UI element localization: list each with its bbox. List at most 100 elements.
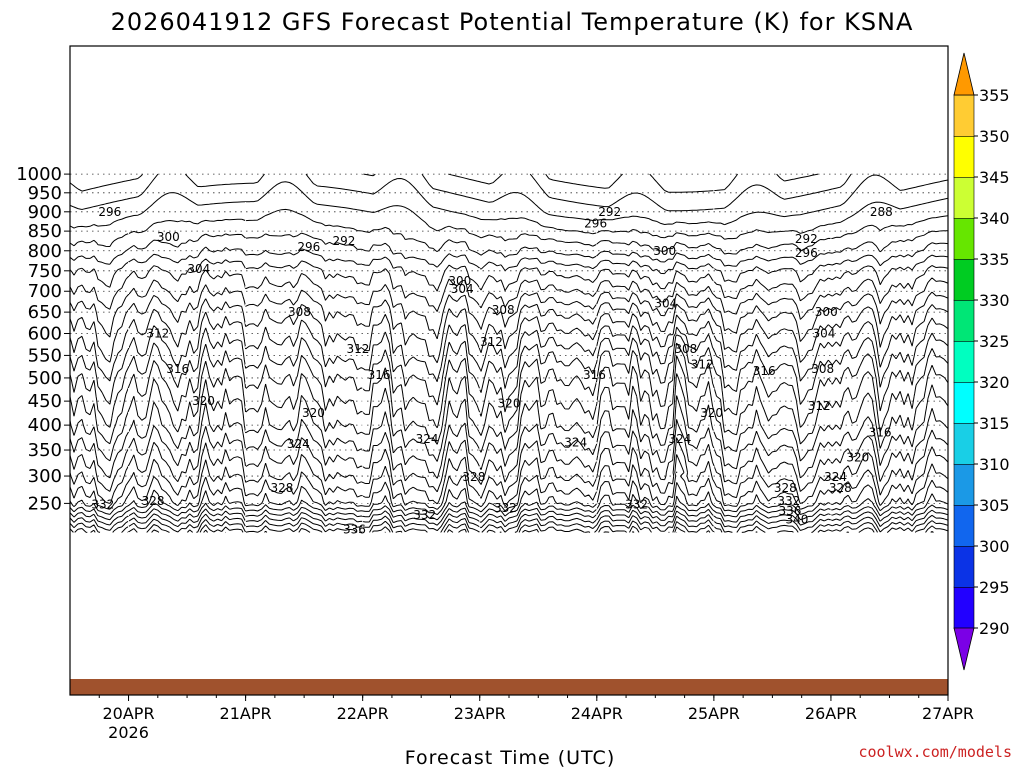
colorbar-label: 310 <box>979 455 1010 474</box>
contour-288 <box>545 173 819 193</box>
colorbar-swatch <box>953 422 975 465</box>
chart-title: 2026041912 GFS Forecast Potential Temper… <box>111 8 914 36</box>
contour-label: 316 <box>166 362 189 376</box>
colorbar-swatch <box>953 463 975 506</box>
contour-316 <box>70 342 948 445</box>
contour-310 <box>70 298 948 383</box>
contour-298 <box>70 208 948 267</box>
colorbar-swatch <box>953 381 975 424</box>
contour-312 <box>70 311 948 406</box>
contour-label: 300 <box>448 274 471 288</box>
y-tick-label: 700 <box>28 281 62 302</box>
y-tick-label: 300 <box>28 466 62 487</box>
y-tick-label: 500 <box>28 368 62 389</box>
contour-306 <box>70 269 948 342</box>
y-tick-label: 750 <box>28 261 62 282</box>
contour-label: 324 <box>287 437 310 451</box>
contour-296 <box>70 181 948 255</box>
contour-label: 320 <box>192 394 215 408</box>
colorbar-swatch <box>953 135 975 178</box>
colorbar-swatch <box>953 94 975 137</box>
x-tick-label: 23APR <box>454 704 506 723</box>
colorbar-label: 355 <box>979 86 1010 105</box>
contour-label: 336 <box>343 522 366 536</box>
x-tick-label: 26APR <box>805 704 857 723</box>
contour-label: 308 <box>811 362 834 376</box>
contour-label: 300 <box>653 244 676 258</box>
contour-label: 336 <box>779 504 802 518</box>
x-tick-label: 25APR <box>688 704 740 723</box>
x-tick-label: 27APR <box>922 704 974 723</box>
colorbar-label: 345 <box>979 168 1010 187</box>
contour-290 <box>448 173 852 212</box>
colorbar-label: 335 <box>979 250 1010 269</box>
contour-label: 316 <box>583 368 606 382</box>
contour-302 <box>70 246 948 302</box>
contour-label: 316 <box>368 368 391 382</box>
contour-344 <box>203 529 934 533</box>
contour-label: 320 <box>846 451 869 465</box>
colorbar-swatch <box>953 545 975 588</box>
colorbar-label: 350 <box>979 127 1010 146</box>
y-tick-label: 1000 <box>16 164 62 185</box>
ground-bar <box>70 679 948 695</box>
colorbar-swatch <box>953 217 975 260</box>
contour-label: 304 <box>187 262 210 276</box>
contour-label: 312 <box>480 335 503 349</box>
colorbar-swatch <box>953 299 975 342</box>
contour-label: 308 <box>674 342 697 356</box>
colorbar-max-arrow <box>953 52 975 96</box>
x-tick-label: 20APR <box>102 704 154 723</box>
contour-label: 312 <box>808 399 831 413</box>
colorbar-swatch <box>953 586 975 629</box>
contour-304 <box>70 258 948 320</box>
contour-label: 292 <box>598 205 621 219</box>
y-tick-label: 450 <box>28 391 62 412</box>
contour-308 <box>70 284 948 364</box>
colorbar-label: 290 <box>979 619 1010 638</box>
contour-label: 312 <box>146 326 169 340</box>
contour-300 <box>70 232 948 283</box>
contour-label: 328 <box>462 470 485 484</box>
y-tick-label: 800 <box>28 241 62 262</box>
colorbar-label: 330 <box>979 291 1010 310</box>
contour-label: 332 <box>413 508 436 522</box>
contour-label: 320 <box>302 406 325 420</box>
credit-link[interactable]: coolwx.com/models <box>858 743 1012 761</box>
colorbar-swatch <box>953 504 975 547</box>
colorbar-label: 315 <box>979 414 1010 433</box>
colorbar-swatch <box>953 258 975 301</box>
contour-338 <box>70 513 948 533</box>
contour-label: 324 <box>824 470 847 484</box>
y-tick-label: 250 <box>28 493 62 514</box>
contour-label: 312 <box>691 357 714 371</box>
contour-330 <box>70 471 948 521</box>
y-tick-label: 650 <box>28 302 62 323</box>
contour-label: 340 <box>786 512 809 526</box>
contour-label: 320 <box>700 406 723 420</box>
contour-label: 300 <box>815 305 838 319</box>
contour-label: 308 <box>492 303 515 317</box>
contour-label: 328 <box>142 494 165 508</box>
contour-label: 300 <box>157 230 180 244</box>
colorbar-label: 325 <box>979 332 1010 351</box>
y-tick-label: 900 <box>28 202 62 223</box>
contour-label: 324 <box>416 432 439 446</box>
contour-292 <box>70 173 948 226</box>
contour-label: 332 <box>91 498 114 512</box>
contour-label: 328 <box>829 481 852 495</box>
contour-label: 316 <box>869 425 892 439</box>
y-tick-label: 850 <box>28 221 62 242</box>
contour-label: 316 <box>753 364 776 378</box>
contour-label: 292 <box>795 232 818 246</box>
contour-label: 328 <box>774 481 797 495</box>
y-tick-label: 950 <box>28 183 62 204</box>
x-year-label: 2026 <box>108 723 149 742</box>
contour-label: 288 <box>870 205 893 219</box>
colorbar-label: 305 <box>979 496 1010 515</box>
colorbar-swatch <box>953 340 975 383</box>
contour-328 <box>70 454 948 516</box>
contour-label: 296 <box>795 246 818 260</box>
contour-324 <box>70 419 948 505</box>
